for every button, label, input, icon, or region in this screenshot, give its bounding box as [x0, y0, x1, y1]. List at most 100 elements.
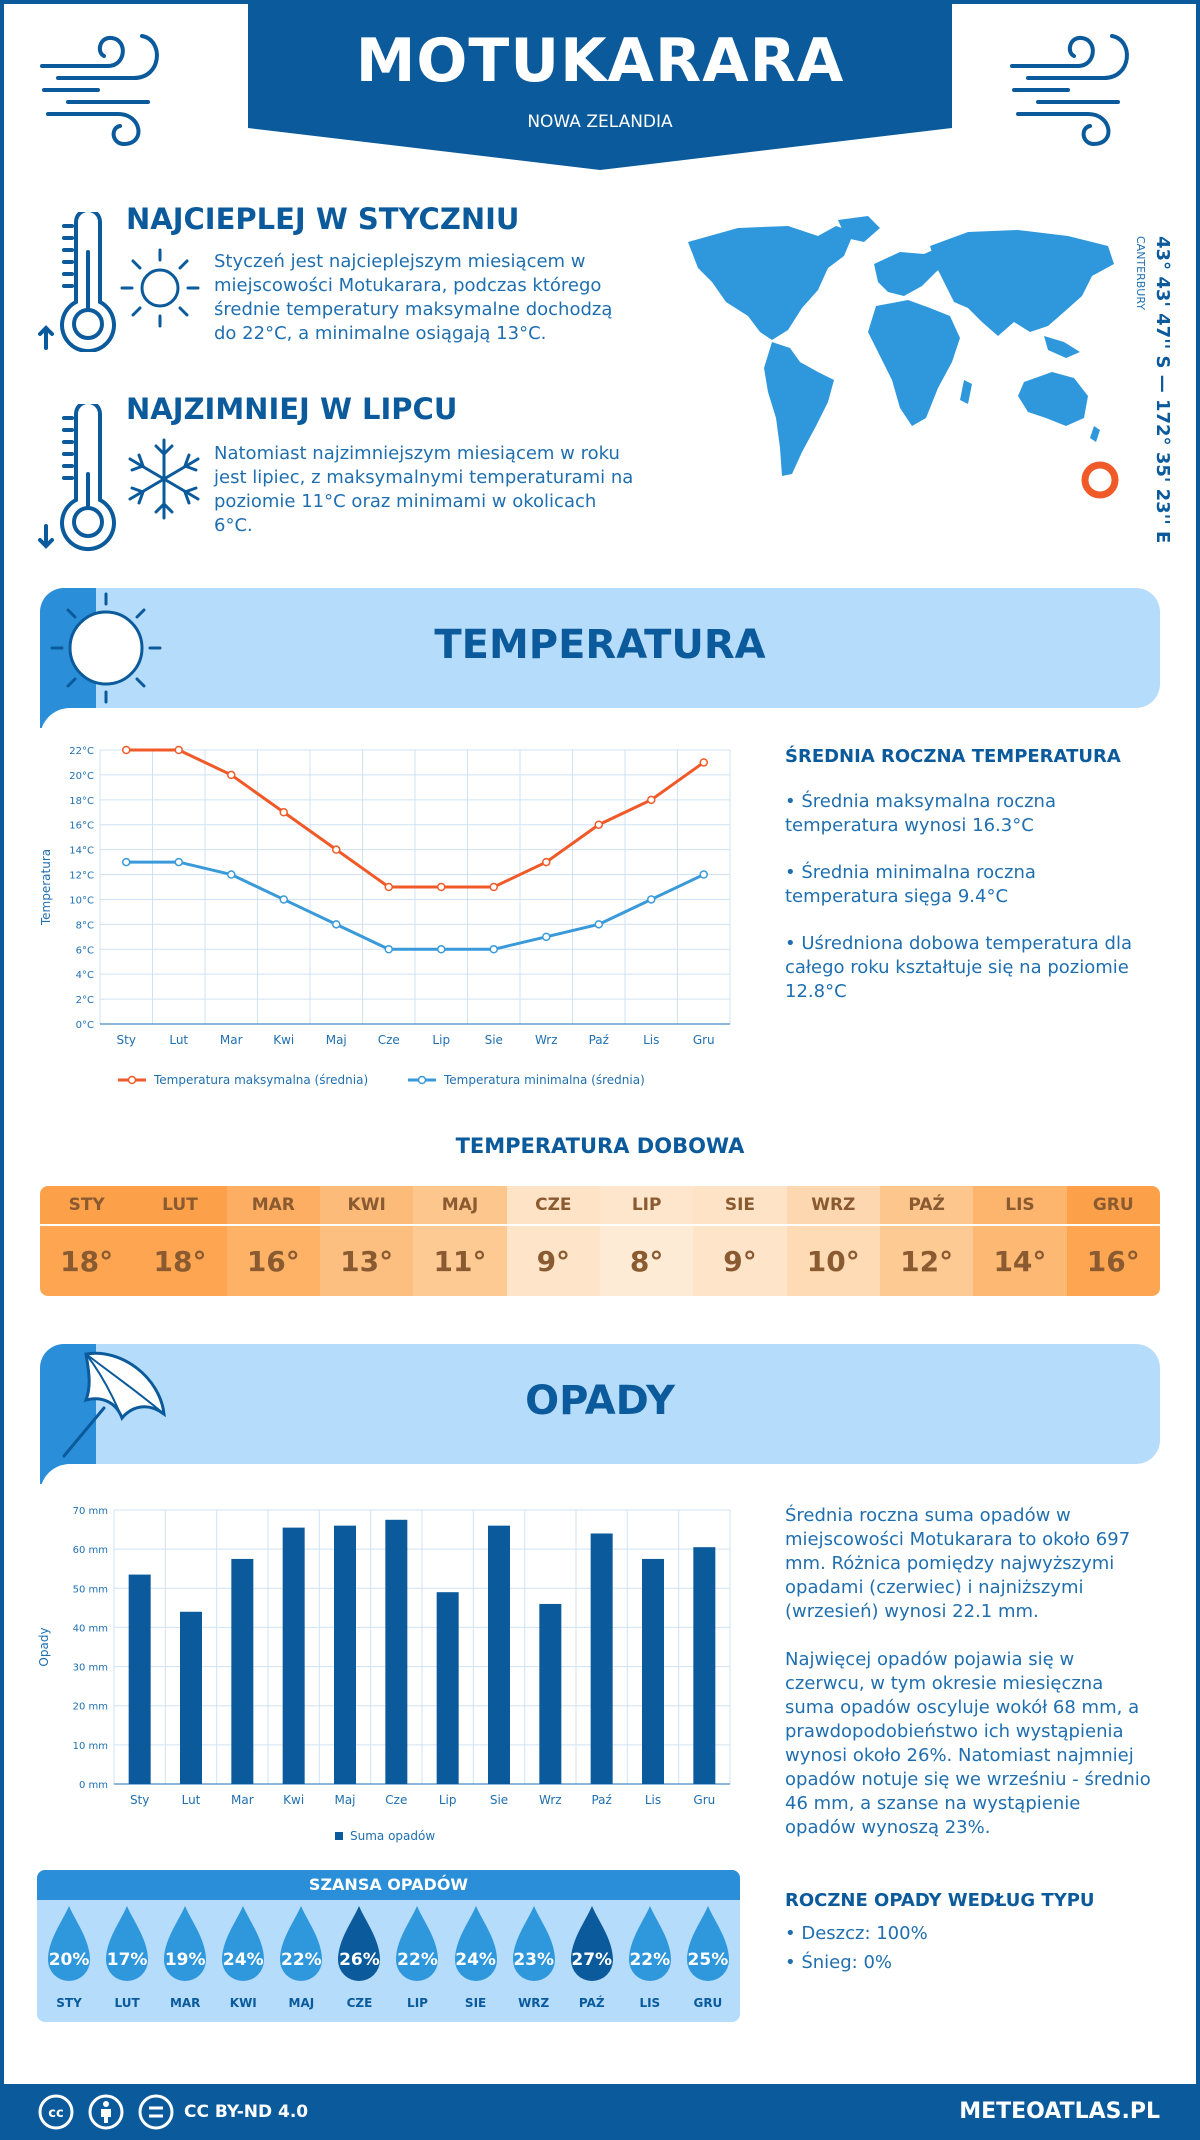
data-point: [174, 857, 183, 867]
raindrop-icon: [48, 1906, 90, 1981]
x-tick-label: Gru: [693, 1033, 715, 1047]
daily-temp-value: 12°: [879, 1224, 974, 1296]
data-point: [699, 758, 708, 767]
daily-temp-column: SIE 9°: [693, 1186, 787, 1296]
rain-chance-value: 20%: [48, 1950, 90, 1970]
data-point: [594, 820, 603, 829]
data-point: [122, 745, 131, 755]
rain-chance-item: 19% MAR: [156, 1904, 214, 2022]
x-tick-label: Maj: [326, 1033, 347, 1047]
x-tick-label: Mar: [220, 1033, 243, 1047]
rain-chance-month: MAR: [169, 1996, 201, 2010]
rain-chance-month: PAŹ: [578, 1996, 605, 2010]
precip-type-item: • Śnieg: 0%: [785, 1952, 893, 1973]
data-point: [174, 745, 183, 755]
sun-icon: [50, 592, 162, 704]
y-axis-label: Opady: [37, 1627, 51, 1666]
x-tick-label: Sie: [485, 1033, 503, 1047]
daily-temp-column: LUT 18°: [133, 1186, 227, 1296]
wind-icon: [1010, 34, 1129, 147]
x-tick-label: Lis: [643, 1033, 659, 1047]
raindrop-icon: [396, 1906, 439, 1981]
rain-chance-value: 27%: [571, 1950, 613, 1970]
rain-chance-item: 20% STY: [40, 1904, 98, 2022]
temperature-section-bar: [40, 588, 1160, 728]
daily-temp-column: PAŹ 12°: [879, 1186, 974, 1296]
daily-temp-value: 13°: [319, 1224, 414, 1296]
legend-label: Temperatura minimalna (średnia): [443, 1073, 645, 1087]
attribution-icon: [88, 2094, 124, 2130]
location-marker-icon: [1081, 461, 1119, 499]
raindrop-icon: [338, 1906, 381, 1981]
daily-temp-month: PAŹ: [879, 1186, 974, 1224]
legend-label: Temperatura maksymalna (średnia): [153, 1073, 368, 1087]
raindrop-icon: [454, 1906, 497, 1981]
x-tick-label: Lis: [645, 1793, 661, 1807]
daily-temp-value: 10°: [786, 1224, 880, 1296]
y-tick-label: 4°C: [76, 970, 94, 981]
rain-chance-month: CZE: [346, 1996, 373, 2010]
data-point: [279, 808, 288, 817]
world-map: [688, 216, 1119, 499]
daily-temp-value: 9°: [693, 1224, 787, 1296]
wind-icon: [40, 34, 159, 147]
x-tick-label: Wrz: [535, 1033, 558, 1047]
daily-temp-value: 18°: [40, 1224, 134, 1296]
precip-section-title: OPADY: [525, 1378, 675, 1424]
y-tick-label: 20°C: [69, 771, 94, 782]
daily-temp-value: 16°: [226, 1224, 320, 1296]
snowflake-icon: [128, 438, 200, 520]
x-tick-label: Mar: [231, 1793, 254, 1807]
page-subtitle: NOWA ZELANDIA: [527, 112, 673, 132]
daily-temp-value: 8°: [599, 1224, 694, 1296]
daily-temp-month: MAJ: [413, 1186, 507, 1224]
rain-chance-month: GRU: [693, 1996, 723, 2010]
rain-chance-item: 23% WRZ: [505, 1904, 563, 2022]
x-tick-label: Paź: [591, 1793, 611, 1807]
y-tick-label: 22°C: [69, 746, 94, 757]
page-title: MOTUKARARA: [355, 26, 845, 96]
daily-temp-month: KWI: [319, 1186, 414, 1224]
precip-bar: [436, 1592, 459, 1784]
svg-text:cc: cc: [48, 2106, 63, 2121]
rain-chance-value: 19%: [164, 1950, 206, 1970]
x-tick-label: Sie: [490, 1793, 508, 1807]
x-tick-label: Lut: [182, 1793, 201, 1807]
raindrop-icon: [512, 1906, 555, 1981]
data-point: [227, 770, 236, 780]
coldest-title: NAJZIMNIEJ W LIPCU: [126, 392, 458, 426]
x-tick-label: Kwi: [283, 1793, 304, 1807]
y-tick-label: 8°C: [76, 920, 94, 931]
coordinates: 43° 43' 47'' S — 172° 35' 23'' E: [1152, 236, 1173, 544]
y-tick-label: 2°C: [76, 995, 94, 1006]
data-point: [332, 845, 341, 854]
raindrop-icon: [164, 1906, 207, 1981]
rain-chance-value: 25%: [687, 1950, 729, 1970]
cc-icon: cc: [38, 2094, 74, 2130]
rain-chance-item: 22% LIP: [388, 1904, 446, 2022]
rain-chance-panel: SZANSA OPADÓW 20% STY 17% LUT 19% MAR 24% KWI 22…: [37, 1870, 740, 2022]
rain-chance-drops: 20% STY 17% LUT 19% MAR 24% KWI 22% MAJ 26% CZE 22% L…: [37, 1904, 740, 2022]
daily-temp-month: LUT: [133, 1186, 227, 1224]
y-tick-label: 0°C: [76, 1020, 94, 1031]
coldest-text: Natomiast najzimniejszym miesiącem w rok…: [214, 443, 634, 536]
daily-temp-column: CZE 9°: [506, 1186, 600, 1296]
rain-chance-value: 22%: [281, 1950, 322, 1970]
footer: cc CC BY-ND 4.0 METEOATLAS.PL: [0, 2084, 1200, 2140]
precip-bar: [282, 1527, 305, 1784]
data-point: [227, 870, 236, 879]
rain-chance-month: SIE: [464, 1996, 487, 2010]
daily-temp-column: MAJ 11°: [413, 1186, 507, 1296]
y-tick-label: 50 mm: [73, 1584, 108, 1595]
daily-temp-month: LIP: [599, 1186, 694, 1224]
x-tick-label: Paź: [589, 1033, 609, 1047]
hottest-text: Styczeń jest najcieplejszym miesiącem w …: [214, 251, 613, 344]
temperature-chart: 0°C 2°C 4°C 6°C 8°C 10°C 12°C 14°C 16°C 18°C 20°C 2…: [39, 745, 731, 1087]
data-point: [647, 895, 656, 904]
x-tick-label: Sty: [117, 1033, 136, 1047]
site-link[interactable]: METEOATLAS.PL: [959, 2099, 1160, 2124]
legend-swatch: [335, 1832, 343, 1840]
data-point: [594, 920, 603, 929]
data-point: [384, 945, 393, 954]
legend-marker: [127, 1075, 137, 1085]
